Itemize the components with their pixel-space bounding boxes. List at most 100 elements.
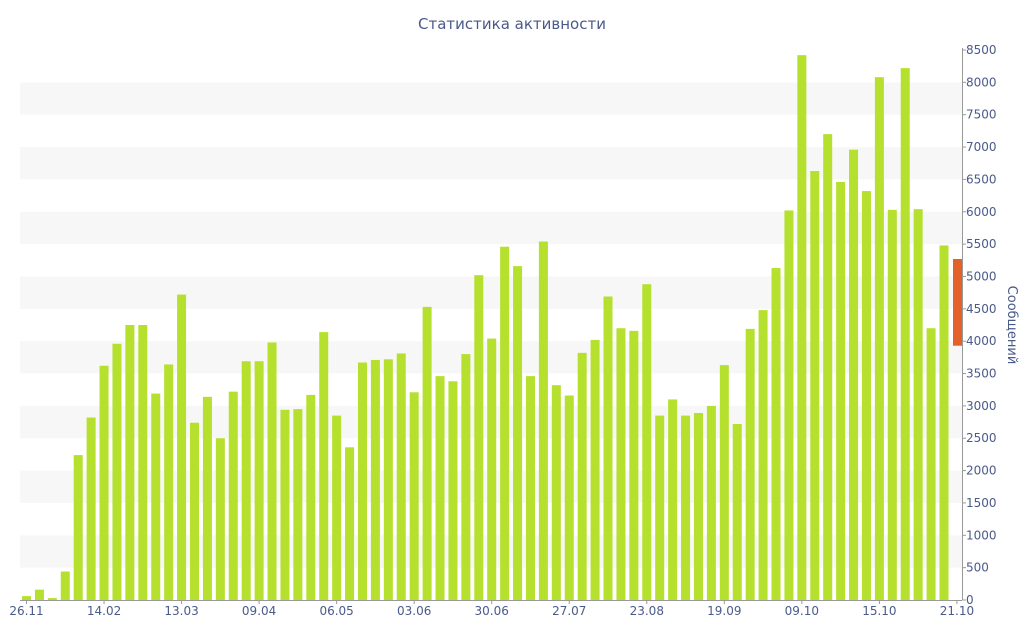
y-tick-label: 6000 <box>966 205 997 219</box>
bar <box>60 571 70 600</box>
bar <box>177 294 187 600</box>
bar <box>810 171 820 600</box>
bar <box>577 352 587 600</box>
bar <box>693 413 703 600</box>
bar <box>590 339 600 600</box>
bar <box>849 149 859 600</box>
y-tick-label: 8500 <box>966 43 997 57</box>
bar <box>551 385 561 600</box>
x-tick-label: 27.07 <box>552 604 586 618</box>
y-tick-labels: 0 500 1000 1500 2000 2500 3000 3500 4000 4500 5000… <box>966 43 997 607</box>
y-tick-label: 7500 <box>966 108 997 122</box>
bar <box>797 55 807 601</box>
bars-group <box>22 55 949 601</box>
bar <box>874 77 884 601</box>
bar <box>719 365 729 600</box>
chart-title: Статистика активности <box>418 15 606 33</box>
x-tick-label: 30.06 <box>475 604 509 618</box>
bar <box>189 422 199 600</box>
bar <box>900 68 910 601</box>
bar <box>99 365 109 600</box>
x-tick-label: 15.10 <box>862 604 896 618</box>
bar <box>616 328 626 600</box>
x-tick-label: 13.03 <box>164 604 198 618</box>
bar <box>86 417 96 600</box>
y-tick-label: 2000 <box>966 464 997 478</box>
x-tick-label: 23.08 <box>630 604 664 618</box>
x-tick-label: 09.10 <box>785 604 819 618</box>
bar <box>474 275 484 600</box>
bar <box>151 393 161 600</box>
x-tick-labels: 26.11 14.02 13.03 09.04 06.05 03.06 30.06 27.07… <box>9 604 974 618</box>
x-tick-label: 26.11 <box>9 604 43 618</box>
bar <box>47 598 57 600</box>
bar <box>293 409 303 600</box>
grid-band <box>20 276 962 309</box>
bar <box>913 209 923 600</box>
bar <box>345 447 355 600</box>
bar <box>758 310 768 600</box>
bar <box>138 325 148 600</box>
highlight-bar <box>953 259 962 346</box>
grid-band <box>20 82 962 115</box>
x-tick-label: 21.10 <box>940 604 974 618</box>
x-tick-label: 09.04 <box>242 604 276 618</box>
bar <box>771 268 781 600</box>
y-tick-label: 6500 <box>966 172 997 186</box>
y-axis-label: Сообщений <box>1004 286 1019 365</box>
bar <box>706 405 716 600</box>
bar <box>655 415 665 600</box>
bar <box>500 246 510 600</box>
bar <box>487 338 497 600</box>
bar <box>396 353 406 600</box>
bar <box>164 364 174 600</box>
y-tick-label: 0 <box>966 593 974 607</box>
bar <box>745 328 755 600</box>
bar <box>370 359 380 600</box>
bar <box>215 438 225 600</box>
bar <box>836 182 846 600</box>
bar <box>125 325 135 600</box>
bar <box>332 415 342 600</box>
grid-band <box>20 211 962 245</box>
bar <box>448 381 458 600</box>
bar <box>73 455 83 600</box>
y-tick-label: 7000 <box>966 140 997 154</box>
y-tick-label: 3000 <box>966 399 997 413</box>
bar <box>513 266 523 600</box>
bar <box>254 361 264 600</box>
bar <box>228 391 238 600</box>
bar <box>22 596 31 600</box>
bar <box>784 210 794 600</box>
bar <box>34 589 44 600</box>
y-tick-label: 5000 <box>966 269 997 283</box>
bar <box>732 424 742 600</box>
y-tick-label: 4500 <box>966 302 997 316</box>
bar <box>267 342 277 600</box>
y-tick-label: 5500 <box>966 237 997 251</box>
bar <box>461 354 471 600</box>
bar <box>564 395 574 600</box>
bar <box>306 394 316 600</box>
bar <box>939 245 949 600</box>
bar <box>357 362 367 600</box>
y-tick-label: 3500 <box>966 367 997 381</box>
bar <box>887 209 897 600</box>
y-tick-label: 1500 <box>966 496 997 510</box>
y-tick-label: 500 <box>966 561 989 575</box>
bar <box>642 284 652 600</box>
y-tick-label: 1000 <box>966 528 997 542</box>
x-tick-label: 03.06 <box>397 604 431 618</box>
bar <box>603 296 613 600</box>
bar <box>823 134 833 600</box>
bar <box>629 330 639 600</box>
bar <box>435 376 445 600</box>
axes-group <box>20 48 966 604</box>
y-tick-label: 2500 <box>966 431 997 445</box>
bar <box>112 343 122 600</box>
bar <box>926 328 936 600</box>
bar <box>538 241 548 600</box>
highlight-marker <box>953 259 962 346</box>
bar <box>861 191 871 600</box>
bar <box>383 359 393 600</box>
